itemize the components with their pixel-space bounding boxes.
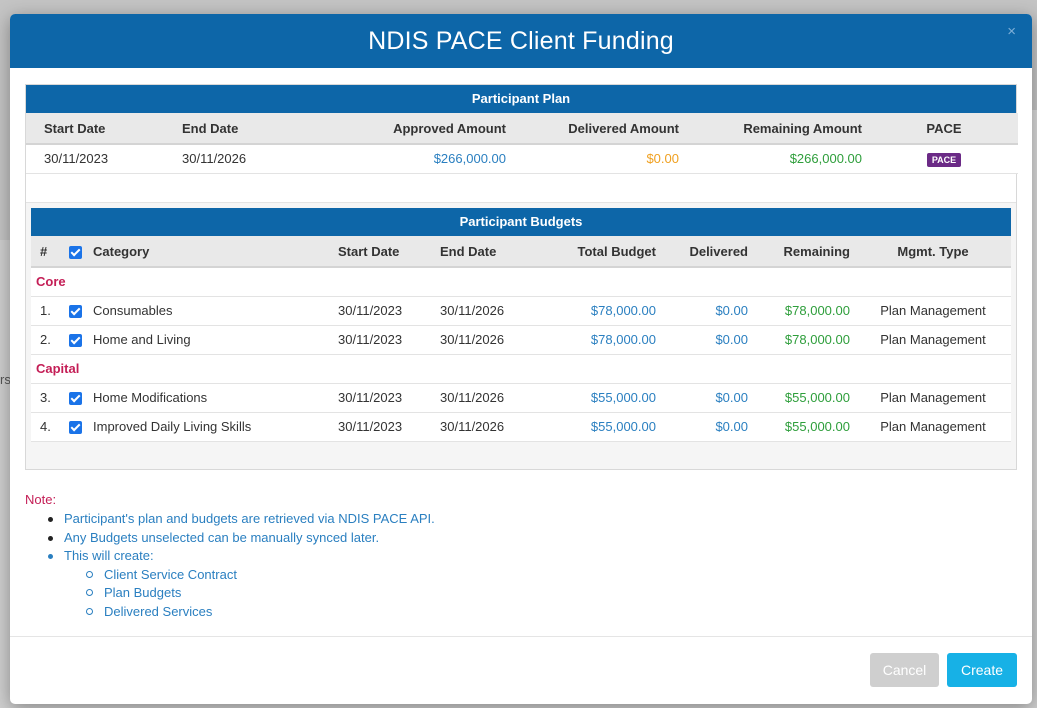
select-all-checkbox[interactable] bbox=[69, 245, 82, 259]
modal-footer: Cancel Create bbox=[10, 636, 1032, 704]
plan-col-pace: PACE bbox=[870, 113, 1018, 145]
note-subitem: Delivered Services bbox=[85, 603, 435, 622]
row-category: Consumables bbox=[88, 296, 333, 326]
row-mgmt-type: Plan Management bbox=[855, 412, 1011, 442]
row-start-date: 30/11/2023 bbox=[333, 383, 435, 413]
row-total-budget: $55,000.00 bbox=[535, 412, 661, 442]
plan-remaining-amount: $266,000.00 bbox=[687, 144, 870, 174]
plan-approved-amount: $266,000.00 bbox=[304, 144, 514, 174]
row-category: Home Modifications bbox=[88, 383, 333, 413]
budget-col-category: Category bbox=[88, 236, 333, 268]
modal-title: NDIS PACE Client Funding bbox=[368, 26, 674, 55]
row-end-date: 30/11/2026 bbox=[435, 412, 535, 442]
row-delivered: $0.00 bbox=[661, 412, 753, 442]
row-mgmt-type: Plan Management bbox=[855, 325, 1011, 355]
budgets-header-row: # Category Start Date End Date Total Bud… bbox=[31, 236, 1011, 268]
group-label: Core bbox=[31, 267, 1011, 297]
plan-start-date: 30/11/2023 bbox=[26, 144, 174, 174]
plan-spacer bbox=[26, 173, 1016, 203]
row-total-budget: $78,000.00 bbox=[535, 325, 661, 355]
cancel-button[interactable]: Cancel bbox=[870, 653, 939, 687]
budget-col-number: # bbox=[31, 236, 64, 268]
row-start-date: 30/11/2023 bbox=[333, 412, 435, 442]
row-category: Improved Daily Living Skills bbox=[88, 412, 333, 442]
funding-modal: NDIS PACE Client Funding × Participant P… bbox=[10, 14, 1032, 704]
row-remaining: $55,000.00 bbox=[753, 383, 855, 413]
note-item: Participant's plan and budgets are retri… bbox=[45, 510, 435, 529]
row-start-date: 30/11/2023 bbox=[333, 296, 435, 326]
close-icon[interactable]: × bbox=[1007, 23, 1016, 40]
row-delivered: $0.00 bbox=[661, 296, 753, 326]
pace-badge: PACE bbox=[926, 152, 962, 167]
row-checkbox[interactable] bbox=[69, 334, 82, 348]
row-remaining: $78,000.00 bbox=[753, 296, 855, 326]
participant-budgets-header: Participant Budgets bbox=[31, 208, 1011, 236]
participant-budgets-table: # Category Start Date End Date Total Bud… bbox=[31, 236, 1011, 442]
background-left-text: rs bbox=[0, 372, 10, 387]
budget-col-start-date: Start Date bbox=[333, 236, 435, 268]
row-total-budget: $55,000.00 bbox=[535, 383, 661, 413]
row-mgmt-type: Plan Management bbox=[855, 383, 1011, 413]
plan-pace-cell: PACE bbox=[870, 144, 1018, 174]
content-panel: Participant Plan Start Date End Date App… bbox=[25, 84, 1018, 470]
note-list: Participant's plan and budgets are retri… bbox=[25, 510, 435, 621]
group-label: Capital bbox=[31, 354, 1011, 384]
plan-row: 30/11/2023 30/11/2026 $266,000.00 $0.00 … bbox=[26, 144, 1018, 174]
row-number: 4. bbox=[31, 412, 64, 442]
row-remaining: $78,000.00 bbox=[753, 325, 855, 355]
participant-budgets: Participant Budgets # Category Start Dat… bbox=[31, 208, 1011, 442]
modal-header: NDIS PACE Client Funding × bbox=[10, 14, 1032, 68]
note-item: This will create: Client Service Contrac… bbox=[45, 547, 435, 621]
note-label: Note: bbox=[25, 492, 57, 507]
row-end-date: 30/11/2026 bbox=[435, 296, 535, 326]
plan-col-approved: Approved Amount bbox=[304, 113, 514, 145]
row-total-budget: $78,000.00 bbox=[535, 296, 661, 326]
participant-plan-header: Participant Plan bbox=[26, 85, 1016, 113]
note-item: Any Budgets unselected can be manually s… bbox=[45, 529, 435, 548]
budget-col-end-date: End Date bbox=[435, 236, 535, 268]
row-start-date: 30/11/2023 bbox=[333, 325, 435, 355]
row-checkbox[interactable] bbox=[69, 305, 82, 319]
row-mgmt-type: Plan Management bbox=[855, 296, 1011, 326]
select-all-cell bbox=[64, 236, 88, 268]
row-delivered: $0.00 bbox=[661, 325, 753, 355]
row-category: Home and Living bbox=[88, 325, 333, 355]
row-end-date: 30/11/2026 bbox=[435, 325, 535, 355]
row-remaining: $55,000.00 bbox=[753, 412, 855, 442]
plan-end-date: 30/11/2026 bbox=[174, 144, 304, 174]
row-checkbox-cell bbox=[64, 383, 88, 413]
note-subitem: Client Service Contract bbox=[85, 566, 435, 585]
budget-col-total: Total Budget bbox=[535, 236, 661, 268]
create-button[interactable]: Create bbox=[947, 653, 1017, 687]
note-sublist: Client Service Contract Plan Budgets Del… bbox=[64, 566, 435, 622]
row-checkbox[interactable] bbox=[69, 392, 82, 406]
note-section: Note: Participant's plan and budgets are… bbox=[25, 492, 435, 621]
table-row: 3. Home Modifications 30/11/2023 30/11/2… bbox=[31, 383, 1011, 413]
table-row: 1. Consumables 30/11/2023 30/11/2026 $78… bbox=[31, 296, 1011, 326]
budget-col-delivered: Delivered bbox=[661, 236, 753, 268]
row-number: 1. bbox=[31, 296, 64, 326]
row-delivered: $0.00 bbox=[661, 383, 753, 413]
group-row-core: Core bbox=[31, 267, 1011, 297]
row-checkbox-cell bbox=[64, 412, 88, 442]
budget-col-mgmt-type: Mgmt. Type bbox=[855, 236, 1011, 268]
plan-col-remaining: Remaining Amount bbox=[687, 113, 870, 145]
row-checkbox-cell bbox=[64, 296, 88, 326]
plan-col-end-date: End Date bbox=[174, 113, 304, 145]
plan-header-row: Start Date End Date Approved Amount Deli… bbox=[26, 113, 1018, 145]
row-number: 3. bbox=[31, 383, 64, 413]
plan-col-start-date: Start Date bbox=[26, 113, 174, 145]
participant-plan-table: Start Date End Date Approved Amount Deli… bbox=[26, 113, 1018, 174]
note-subitem: Plan Budgets bbox=[85, 584, 435, 603]
group-row-capital: Capital bbox=[31, 354, 1011, 384]
row-checkbox[interactable] bbox=[69, 421, 82, 435]
row-number: 2. bbox=[31, 325, 64, 355]
table-row: 2. Home and Living 30/11/2023 30/11/2026… bbox=[31, 325, 1011, 355]
plan-delivered-amount: $0.00 bbox=[514, 144, 687, 174]
table-row: 4. Improved Daily Living Skills 30/11/20… bbox=[31, 412, 1011, 442]
budget-col-remaining: Remaining bbox=[753, 236, 855, 268]
row-checkbox-cell bbox=[64, 325, 88, 355]
row-end-date: 30/11/2026 bbox=[435, 383, 535, 413]
plan-col-delivered: Delivered Amount bbox=[514, 113, 687, 145]
